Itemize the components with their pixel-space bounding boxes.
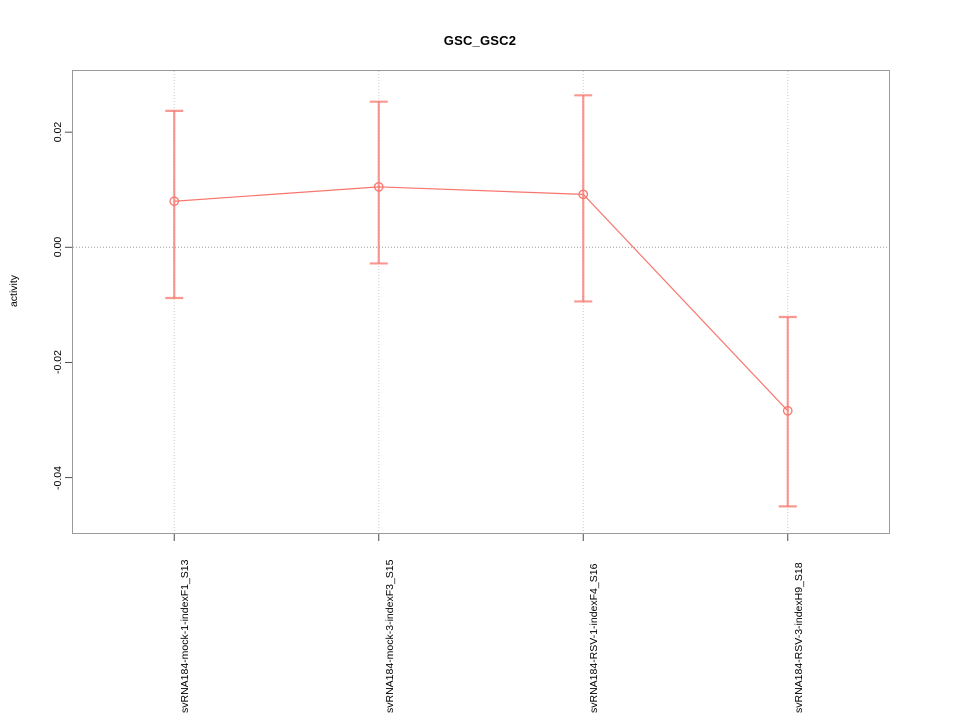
y-tick-label: -0.02 bbox=[52, 350, 64, 375]
page-title: GSC_GSC2 bbox=[443, 33, 517, 48]
x-tick-label: svRNA184-mock-3-indexF3_S15 bbox=[383, 559, 396, 713]
y-tick-label: -0.04 bbox=[52, 465, 64, 490]
x-tick-label: svRNA184-RSV-1-indexF4_S16 bbox=[588, 563, 601, 713]
y-tick-label: 0.00 bbox=[52, 237, 64, 258]
x-tick-label: svRNA184-RSV-3-indexH9_S18 bbox=[792, 562, 805, 713]
y-axis-label: activity bbox=[8, 274, 20, 308]
plot-area bbox=[72, 70, 890, 534]
y-tick-label: 0.02 bbox=[52, 121, 64, 143]
x-tick-label: svRNA184-mock-1-indexF1_S13 bbox=[179, 559, 192, 713]
